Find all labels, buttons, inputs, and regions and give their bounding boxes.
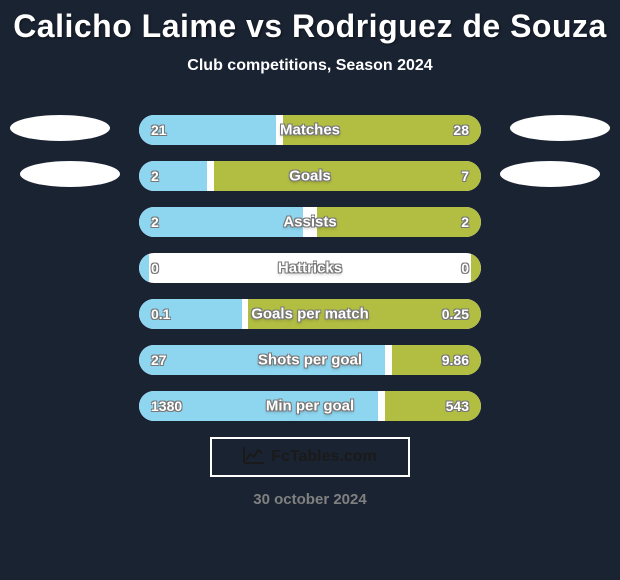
bar-fill-right [471, 253, 481, 283]
player-left-photo-placeholder [10, 115, 110, 141]
bar-fill-left [139, 161, 207, 191]
bar-value-left: 0.1 [151, 306, 170, 322]
bar-fill-left [139, 253, 149, 283]
bar-label: Shots per goal [258, 352, 362, 369]
stat-bar: Goals 2 7 [139, 161, 481, 191]
stat-bar: Shots per goal 27 9.86 [139, 345, 481, 375]
bar-label: Assists [283, 214, 336, 231]
comparison-infographic: Calicho Laime vs Rodriguez de Souza Club… [0, 0, 620, 580]
bar-value-right: 2 [461, 214, 469, 230]
bar-value-right: 9.86 [442, 352, 469, 368]
bar-value-right: 28 [453, 122, 469, 138]
chart-icon [243, 446, 265, 469]
bar-value-left: 1380 [151, 398, 182, 414]
bar-value-right: 543 [446, 398, 469, 414]
bar-value-right: 7 [461, 168, 469, 184]
bar-fill-left [139, 207, 303, 237]
page-title: Calicho Laime vs Rodriguez de Souza [0, 8, 620, 45]
bar-label: Hattricks [278, 260, 342, 277]
bar-fill-right [317, 207, 481, 237]
bar-value-left: 0 [151, 260, 159, 276]
bar-value-left: 2 [151, 214, 159, 230]
bar-value-right: 0 [461, 260, 469, 276]
player-left-club-placeholder [20, 161, 120, 187]
bar-label: Goals per match [251, 306, 369, 323]
stat-bar: Min per goal 1380 543 [139, 391, 481, 421]
stat-bar: Hattricks 0 0 [139, 253, 481, 283]
player-right-club-placeholder [500, 161, 600, 187]
bar-value-left: 21 [151, 122, 167, 138]
bar-label: Matches [280, 122, 340, 139]
stats-area: Matches2128Goals27Assists22Hattricks00Go… [0, 115, 620, 421]
player-right-photo-placeholder [510, 115, 610, 141]
footer-date: 30 october 2024 [0, 491, 620, 508]
page-subtitle: Club competitions, Season 2024 [0, 57, 620, 75]
stat-bar: Goals per match 0.1 0.25 [139, 299, 481, 329]
stat-bars: Matches2128Goals27Assists22Hattricks00Go… [139, 115, 481, 421]
bar-fill-right [214, 161, 481, 191]
stat-bar: Matches 21 28 [139, 115, 481, 145]
brand-badge: FcTables.com [210, 437, 410, 477]
bar-value-left: 2 [151, 168, 159, 184]
bar-label: Min per goal [266, 398, 354, 415]
stat-bar: Assists 2 2 [139, 207, 481, 237]
bar-label: Goals [289, 168, 331, 185]
bar-value-right: 0.25 [442, 306, 469, 322]
brand-name: FcTables.com [271, 448, 377, 466]
bar-value-left: 27 [151, 352, 167, 368]
